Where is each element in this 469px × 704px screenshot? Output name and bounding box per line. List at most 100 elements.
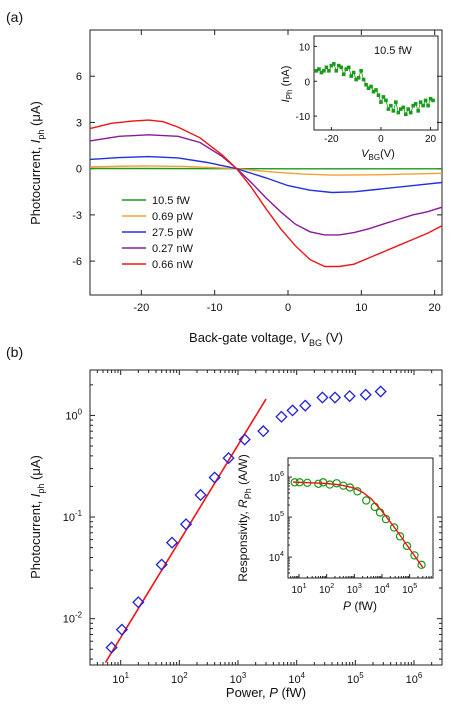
inset-point-a bbox=[399, 107, 403, 111]
data-point-diamond bbox=[222, 452, 235, 465]
inset-x-tick-labels-a: -20 0 20 bbox=[324, 127, 437, 145]
inset-y-tick-label-b: 104 bbox=[269, 549, 284, 564]
inset-y-tick-label-a: -10 bbox=[296, 112, 311, 123]
x-axis-label-a: Back-gate voltage, VBG (V) bbox=[189, 330, 343, 348]
inset-y-tick-label-b: 106 bbox=[269, 469, 284, 484]
series-line-2 bbox=[89, 165, 443, 176]
inset-y-tick-label-b: 105 bbox=[269, 509, 284, 524]
inset-x-tick-label-a: -20 bbox=[324, 134, 339, 145]
legend-a: 10.5 fW 0.69 pW 27.5 pW 0.27 nW 0.66 nW bbox=[122, 195, 194, 271]
inset-point-a bbox=[359, 69, 363, 73]
fit-line bbox=[104, 398, 267, 663]
inset-point-circle bbox=[402, 541, 412, 551]
data-point-diamond bbox=[155, 558, 168, 571]
inset-y-tick-labels-a: -10 0 10 bbox=[296, 42, 317, 123]
y-tick-label-a: -3 bbox=[72, 210, 82, 222]
inset-point-a bbox=[389, 103, 393, 108]
inset-frame-b bbox=[287, 457, 434, 579]
inset-point-circle bbox=[362, 496, 371, 505]
x-tick-label-b: 106 bbox=[406, 671, 423, 686]
inset-x-tick-label-a: 0 bbox=[378, 134, 384, 145]
x-tick-label-b: 101 bbox=[112, 671, 129, 686]
inset-y-tick-label-a: 10 bbox=[299, 42, 311, 53]
x-tick-label-a: 20 bbox=[429, 302, 441, 314]
inset-point-a bbox=[339, 65, 344, 70]
inset-point-a bbox=[386, 107, 391, 111]
inset-y-tick-label-a: 0 bbox=[304, 77, 310, 88]
inset-point-a bbox=[364, 82, 368, 87]
inset-point-a bbox=[361, 77, 366, 82]
inset-points-a bbox=[314, 62, 435, 117]
inset-x-label-a: VBG(V) bbox=[361, 148, 395, 162]
inset-point-a bbox=[319, 70, 324, 75]
inset-point-circle bbox=[410, 551, 419, 560]
inset-point-a bbox=[426, 103, 430, 108]
inset-point-a bbox=[394, 100, 398, 104]
data-point-diamond bbox=[194, 488, 207, 502]
data-point-diamond bbox=[105, 641, 118, 654]
inset-point-a bbox=[423, 98, 428, 103]
inset-a: 10.5 fW -20 0 20 -10 0 10 VBG(V) IPh (nA) bbox=[280, 35, 439, 162]
inset-point-a bbox=[421, 103, 425, 108]
x-axis-label-b: Power, P (fW) bbox=[226, 685, 306, 700]
legend-label-1: 10.5 fW bbox=[152, 195, 191, 207]
inset-x-tick-label-b: 102 bbox=[319, 581, 334, 596]
series-line-3 bbox=[89, 155, 443, 194]
inset-point-a bbox=[376, 93, 381, 97]
inset-point-a bbox=[369, 84, 373, 89]
inset-point-a bbox=[403, 112, 408, 117]
data-point-diamond bbox=[132, 596, 145, 609]
x-tick-label-a: -10 bbox=[207, 302, 223, 314]
y-tick-label-b: 10-1 bbox=[63, 509, 83, 524]
series-line-5 bbox=[89, 119, 443, 268]
inset-point-a bbox=[379, 100, 383, 104]
inset-point-a bbox=[396, 110, 401, 115]
inset-y-label-b: Responsivity, RPh (A/W) bbox=[236, 454, 253, 582]
data-point-diamond bbox=[165, 536, 179, 549]
data-point-diamond bbox=[286, 404, 299, 417]
inset-point-a bbox=[428, 96, 433, 101]
inset-x-tick-label-b: 104 bbox=[374, 581, 389, 596]
inset-point-a bbox=[354, 77, 358, 82]
plot-frame-a bbox=[89, 29, 443, 296]
legend-label-5: 0.66 nW bbox=[152, 259, 194, 271]
inset-annotation-a: 10.5 fW bbox=[374, 45, 413, 57]
data-point-diamond bbox=[257, 425, 270, 438]
inset-point-a bbox=[344, 67, 349, 71]
inset-point-a bbox=[408, 110, 413, 115]
data-point-diamond bbox=[299, 399, 312, 412]
data-point-diamond bbox=[275, 410, 288, 423]
inset-point-a bbox=[327, 69, 331, 73]
inset-x-tick-label-b: 103 bbox=[347, 581, 362, 596]
inset-point-a bbox=[334, 69, 339, 73]
inset-point-a bbox=[411, 103, 415, 108]
data-point-diamond bbox=[115, 623, 129, 636]
inset-point-a bbox=[406, 107, 411, 111]
y-tick-label-a: 0 bbox=[76, 164, 82, 176]
inset-point-a bbox=[351, 70, 356, 75]
panel-label-b: (b) bbox=[6, 344, 23, 360]
data-point-diamond bbox=[179, 518, 193, 531]
series-line-4 bbox=[89, 134, 443, 236]
data-point-diamond bbox=[238, 433, 251, 446]
x-tick-label-a: 0 bbox=[285, 302, 291, 314]
inset-point-a bbox=[314, 69, 319, 73]
legend-label-2: 0.69 pW bbox=[152, 211, 194, 223]
inset-point-circle bbox=[417, 560, 426, 570]
inset-x-tick-label-b: 101 bbox=[291, 581, 306, 596]
data-point-diamond bbox=[374, 385, 387, 398]
inset-b: 101 102 103 104 105 104 105 106 P (fW) Respons… bbox=[236, 454, 434, 613]
y-tick-label-b: 100 bbox=[65, 407, 82, 422]
inset-point-a bbox=[317, 67, 321, 71]
panel-label-a: (a) bbox=[6, 9, 23, 25]
panel-b: (b) 101 102 103 104 105 106 10-2 10-1 100 Power… bbox=[6, 344, 443, 700]
data-point-diamond bbox=[328, 391, 342, 404]
x-tick-label-b: 102 bbox=[171, 671, 188, 686]
x-tick-label-b: 103 bbox=[230, 671, 247, 686]
inset-point-a bbox=[356, 75, 361, 80]
data-point-diamond bbox=[316, 391, 329, 404]
y-tick-label-a: 6 bbox=[76, 71, 82, 83]
y-tick-label-a: -6 bbox=[72, 256, 82, 268]
inset-point-a bbox=[391, 109, 396, 113]
